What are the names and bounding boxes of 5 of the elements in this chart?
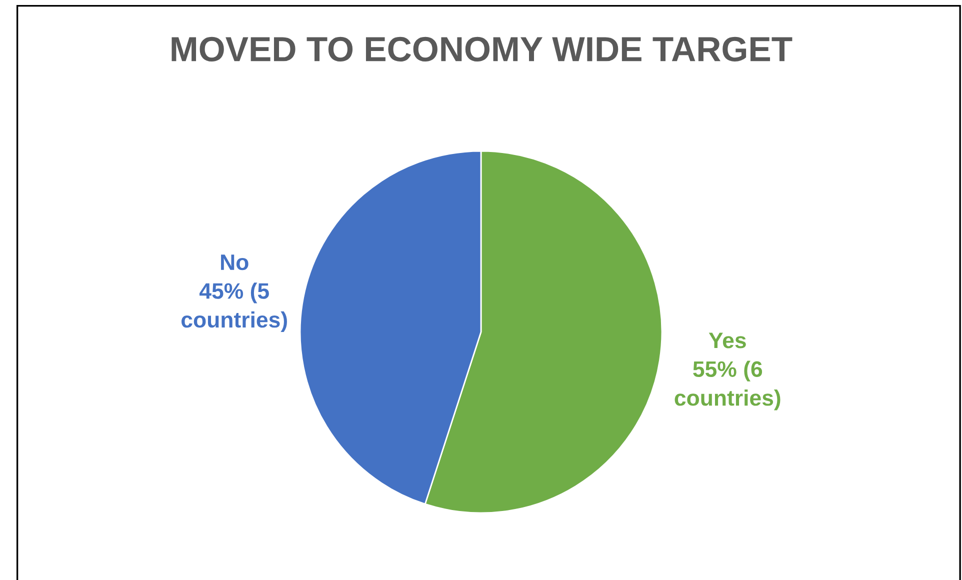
data-label: 45% (5 countries) bbox=[182, 282, 287, 332]
slice-label: No bbox=[221, 254, 248, 270]
chart-title: MOVED TO ECONOMY WIDE TARGET bbox=[172, 36, 792, 62]
data-label: 55% (6 countries) bbox=[674, 360, 780, 410]
slice-label: Yes bbox=[708, 332, 746, 348]
